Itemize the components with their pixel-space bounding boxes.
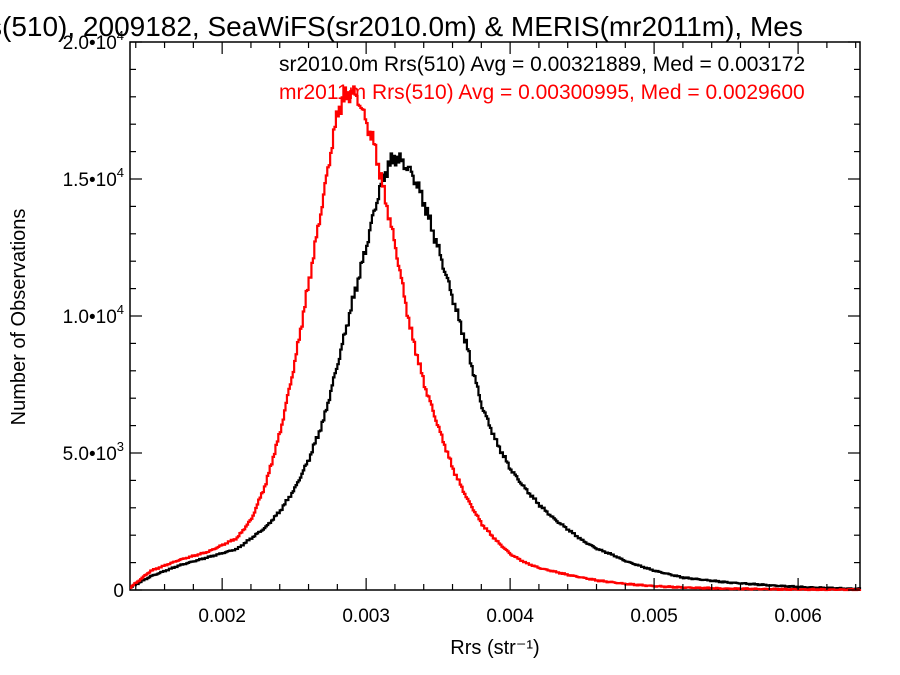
x-tick-label: 0.004: [486, 606, 534, 627]
x-tick-label: 0.002: [198, 606, 246, 627]
y-axis-label: Number of Observations: [8, 209, 30, 426]
legend-annotation: mr2011m Rrs(510) Avg = 0.00300995, Med =…: [279, 81, 805, 104]
y-tick-label: 1.5•104: [63, 165, 124, 191]
chart-title: s(510), 2009182, SeaWiFS(sr2010.0m) & ME…: [0, 11, 803, 42]
x-tick-labels: 0.002 0.003 0.004 0.005 0.006: [198, 606, 821, 627]
plot-frame: [129, 41, 861, 591]
series-line-sr2010: [130, 152, 862, 591]
x-tick-label: 0.003: [342, 606, 390, 627]
plot-area: [129, 41, 861, 591]
series-layer: [130, 85, 862, 592]
x-axis-label: Rrs (str⁻¹): [450, 637, 539, 659]
x-tick-label: 0.005: [630, 606, 678, 627]
y-tick-label: 0: [113, 581, 124, 602]
legend-annotation: sr2010.0m Rrs(510) Avg = 0.00321889, Med…: [279, 53, 805, 76]
y-tick-labels: 0 5.0•103 1.0•104 1.5•104 2.0•104: [63, 28, 124, 602]
y-tick-label: 1.0•104: [63, 302, 124, 328]
y-tick-label: 2.0•104: [63, 28, 124, 54]
y-tick-label: 5.0•103: [63, 439, 124, 465]
axis-ticks: [130, 41, 860, 591]
legend-annotations: sr2010.0m Rrs(510) Avg = 0.00321889, Med…: [279, 53, 805, 104]
x-tick-label: 0.006: [774, 606, 822, 627]
series-line-mr2011: [130, 85, 862, 592]
